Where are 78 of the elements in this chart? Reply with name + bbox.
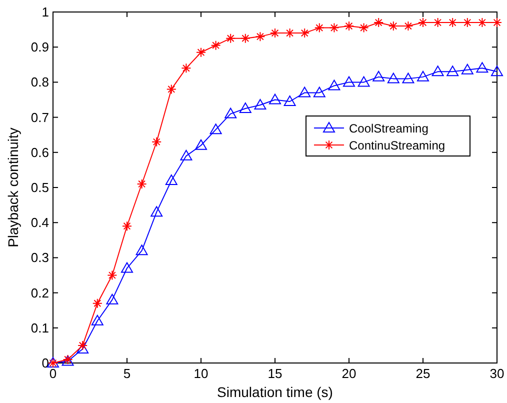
point <box>448 18 458 28</box>
point <box>166 84 176 94</box>
point <box>226 33 236 44</box>
x-tick-label: 15 <box>268 366 282 381</box>
x-tick-label: 30 <box>490 366 504 381</box>
point <box>328 80 340 90</box>
point <box>402 72 414 84</box>
point <box>388 21 398 32</box>
point <box>284 28 295 38</box>
point <box>91 314 104 326</box>
point <box>210 40 221 50</box>
y-tick-label: 0 <box>42 356 49 370</box>
point <box>122 221 132 232</box>
point <box>224 108 237 118</box>
point <box>181 63 192 74</box>
point <box>403 21 414 32</box>
point <box>121 262 133 273</box>
point <box>106 294 118 304</box>
point <box>491 66 503 76</box>
point <box>432 66 444 76</box>
point <box>300 28 310 38</box>
point <box>195 139 207 150</box>
point <box>372 70 385 82</box>
point <box>374 18 384 28</box>
point <box>284 96 296 106</box>
point <box>180 150 192 160</box>
point <box>270 28 280 38</box>
point <box>418 18 428 28</box>
point <box>476 62 488 73</box>
point <box>165 174 178 185</box>
point <box>107 270 118 280</box>
point <box>136 244 148 256</box>
point <box>477 18 488 28</box>
y-tick-label: 0.1 <box>30 320 49 336</box>
point <box>313 86 326 98</box>
point <box>78 340 88 350</box>
y-tick-label: 0.4 <box>30 215 49 230</box>
point <box>358 22 369 33</box>
y-tick-label: 1 <box>42 4 49 20</box>
legend-label: CoolStreaming <box>349 122 428 136</box>
point <box>329 22 340 33</box>
x-tick-label: 5 <box>123 366 131 381</box>
point <box>136 178 147 189</box>
y-tick-label: 0.3 <box>30 250 49 266</box>
y-tick-label: 0.9 <box>30 40 49 55</box>
point <box>92 298 102 308</box>
point <box>240 33 250 44</box>
point <box>343 76 355 87</box>
point <box>254 99 266 110</box>
point <box>492 18 502 28</box>
x-tick-label: 10 <box>194 366 208 381</box>
point <box>387 72 400 84</box>
point <box>210 124 222 134</box>
y-tick-label: 0.8 <box>30 74 49 90</box>
point <box>417 70 429 82</box>
y-tick-label: 0.7 <box>30 110 49 125</box>
point <box>255 32 266 42</box>
x-axis-title: Simulation time (s) <box>217 384 333 400</box>
y-tick-label: 0.2 <box>30 285 49 300</box>
point <box>344 21 354 32</box>
x-tick-label: 20 <box>342 366 356 381</box>
point <box>196 47 206 58</box>
point <box>239 102 252 114</box>
point <box>461 64 474 74</box>
legend-label: ContinuStreaming <box>349 138 446 152</box>
point <box>358 76 370 87</box>
point <box>298 86 311 98</box>
y-axis-title: Playback continuity <box>5 128 21 248</box>
point <box>432 18 443 28</box>
point <box>150 206 163 217</box>
y-tick-label: 0.5 <box>30 180 49 195</box>
point <box>269 94 281 104</box>
point <box>152 136 162 147</box>
point <box>314 22 324 33</box>
y-tick-label: 0.6 <box>30 144 49 160</box>
point <box>446 66 459 76</box>
x-tick-label: 25 <box>416 366 430 381</box>
point <box>462 18 472 28</box>
